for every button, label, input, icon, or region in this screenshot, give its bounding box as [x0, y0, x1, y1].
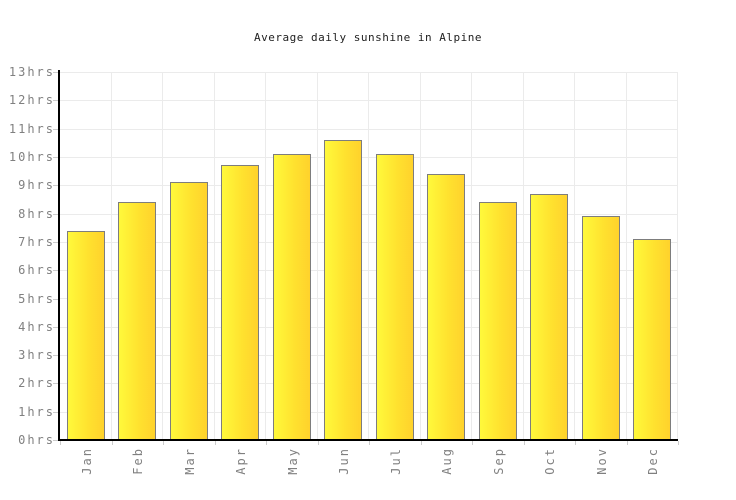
- bar-aug[interactable]: [427, 174, 466, 440]
- y-axis-label: 11hrs: [8, 121, 55, 136]
- x-axis-label-sep: Sep: [491, 447, 506, 475]
- y-axis-label: 4hrs: [18, 319, 55, 334]
- y-tick: [53, 128, 58, 130]
- y-axis-label: 2hrs: [18, 376, 55, 391]
- v-gridline: [419, 72, 421, 440]
- y-tick: [53, 298, 58, 300]
- h-gridline: [60, 72, 678, 73]
- x-axis-label-aug: Aug: [440, 447, 455, 475]
- y-tick: [53, 383, 58, 385]
- x-axis-label-jan: Jan: [79, 447, 94, 475]
- y-axis-label: 5hrs: [18, 291, 55, 306]
- x-axis-label-dec: Dec: [646, 447, 661, 475]
- y-axis-label: 3hrs: [18, 348, 55, 363]
- x-tick: [163, 441, 164, 445]
- bar-jul[interactable]: [375, 154, 414, 440]
- h-gridline: [60, 355, 678, 357]
- bar-dec[interactable]: [633, 239, 672, 440]
- x-axis-label-jul: Jul: [388, 447, 403, 475]
- h-gridline: [60, 241, 678, 243]
- h-gridline: [60, 128, 678, 130]
- v-gridline: [574, 72, 575, 440]
- h-gridline: [60, 326, 678, 328]
- x-tick: [111, 441, 113, 445]
- x-tick: [214, 441, 216, 445]
- v-gridline: [368, 72, 369, 440]
- bar-nov[interactable]: [581, 216, 620, 440]
- y-tick: [53, 411, 58, 413]
- x-axis-label-may: May: [285, 447, 300, 475]
- v-gridline: [110, 72, 112, 440]
- bar-sep[interactable]: [478, 202, 517, 440]
- x-axis-label-feb: Feb: [131, 447, 146, 475]
- x-tick: [678, 441, 679, 445]
- y-axis-label: 9hrs: [18, 178, 55, 193]
- y-axis-label: 8hrs: [18, 206, 55, 221]
- x-axis-label-apr: Apr: [234, 447, 249, 475]
- h-gridline: [60, 411, 678, 413]
- bar-feb[interactable]: [118, 202, 157, 440]
- bar-may[interactable]: [272, 154, 311, 440]
- x-tick: [626, 441, 628, 445]
- y-axis-label: 1hrs: [18, 404, 55, 419]
- y-axis-label: 7hrs: [18, 234, 55, 249]
- bar-mar[interactable]: [169, 182, 208, 440]
- v-gridline: [625, 72, 627, 440]
- y-tick: [53, 156, 58, 158]
- x-axis-label-oct: Oct: [543, 447, 558, 475]
- h-gridline: [60, 270, 678, 272]
- y-tick: [53, 100, 58, 102]
- v-gridline: [522, 72, 524, 440]
- y-axis-label: 12hrs: [8, 93, 55, 108]
- x-tick: [369, 441, 370, 445]
- v-gridline: [162, 72, 163, 440]
- v-gridline: [316, 72, 318, 440]
- x-tick: [60, 441, 61, 445]
- y-axis-label: 13hrs: [8, 65, 55, 79]
- h-gridline: [60, 383, 678, 385]
- y-axis-label: 10hrs: [8, 149, 55, 164]
- y-tick: [53, 185, 58, 187]
- x-axis-label-mar: Mar: [182, 447, 197, 475]
- v-gridline: [265, 72, 266, 440]
- x-tick: [523, 441, 525, 445]
- v-gridline: [677, 72, 678, 440]
- y-tick: [53, 355, 58, 357]
- y-tick: [53, 440, 58, 441]
- plot-area: [60, 72, 678, 440]
- chart-title: Average daily sunshine in Alpine: [254, 31, 482, 44]
- x-tick: [420, 441, 422, 445]
- bar-apr[interactable]: [221, 165, 260, 440]
- h-gridline: [60, 213, 678, 215]
- x-tick: [317, 441, 319, 445]
- h-gridline: [60, 298, 678, 300]
- y-tick: [53, 241, 58, 243]
- y-axis-label: 6hrs: [18, 263, 55, 278]
- bar-oct[interactable]: [530, 194, 569, 440]
- h-gridline: [60, 185, 678, 187]
- x-tick: [575, 441, 576, 445]
- v-gridline: [471, 72, 472, 440]
- y-axis-label: 0hrs: [18, 433, 55, 447]
- h-gridline: [60, 100, 678, 102]
- x-axis-label-nov: Nov: [594, 447, 609, 475]
- x-axis-line: [58, 439, 678, 441]
- bar-jun[interactable]: [324, 140, 363, 440]
- y-tick: [53, 213, 58, 215]
- x-tick: [266, 441, 267, 445]
- y-tick: [53, 72, 58, 73]
- x-tick: [472, 441, 473, 445]
- y-axis-line: [58, 70, 60, 441]
- y-tick: [53, 326, 58, 328]
- v-gridline: [213, 72, 215, 440]
- x-axis-label-jun: Jun: [337, 447, 352, 475]
- y-tick: [53, 270, 58, 272]
- bar-jan[interactable]: [66, 231, 105, 440]
- h-gridline: [60, 156, 678, 158]
